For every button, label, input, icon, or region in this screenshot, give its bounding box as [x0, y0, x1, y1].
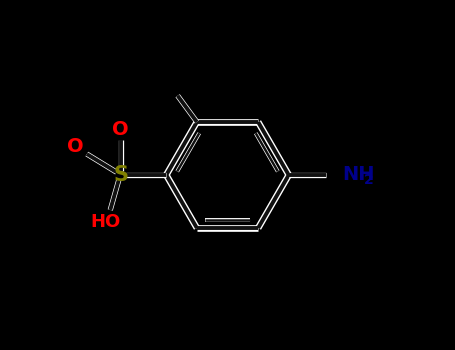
Text: NH: NH	[342, 165, 374, 184]
Text: 2: 2	[364, 173, 374, 187]
Text: S: S	[113, 165, 128, 185]
Text: O: O	[67, 137, 84, 156]
Text: O: O	[112, 120, 129, 139]
Text: HO: HO	[90, 212, 120, 231]
